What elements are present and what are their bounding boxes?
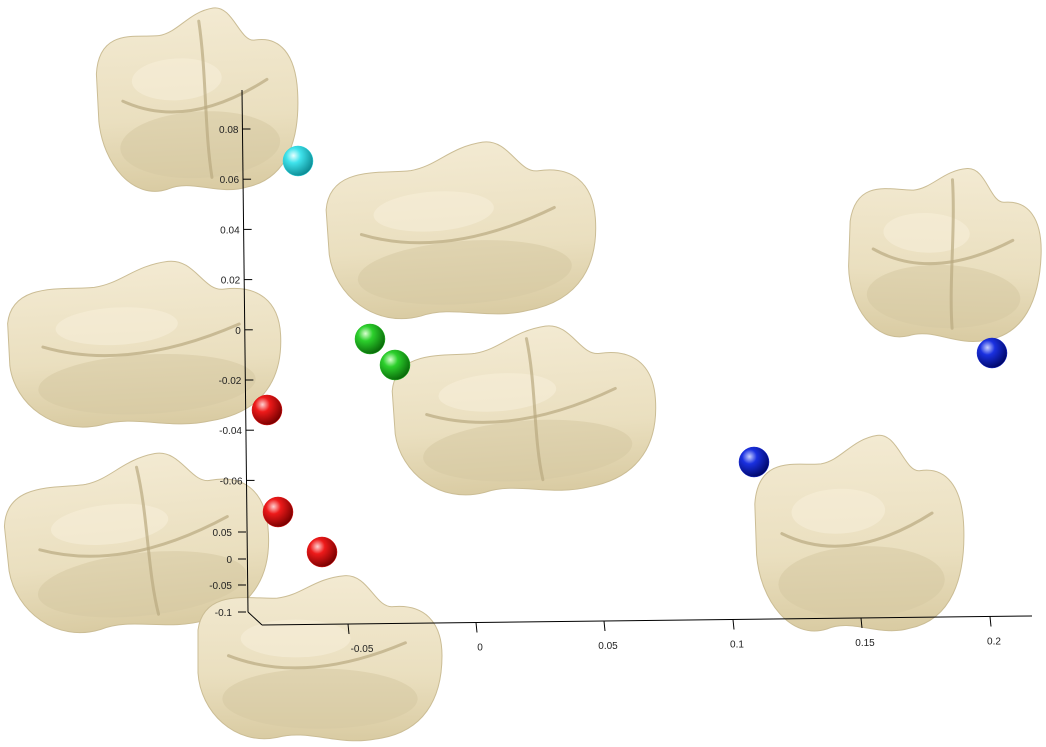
tooth-model	[754, 434, 965, 632]
x-tick	[732, 619, 735, 630]
data-markers	[251, 145, 1008, 568]
tooth-shadow	[357, 240, 572, 305]
tooth-model	[95, 7, 299, 192]
x-tick-label: 0.1	[730, 639, 744, 650]
tooth-fissure	[949, 178, 955, 330]
z-tick-label: 0.06	[220, 175, 240, 186]
tooth-ridge	[425, 386, 617, 424]
tooth-model	[391, 325, 657, 496]
tooth-highlight	[50, 503, 169, 545]
tooth-model	[3, 452, 270, 634]
tick-marks	[238, 128, 992, 635]
tooth-shadow	[37, 551, 247, 618]
tooth-ridge	[38, 515, 229, 558]
tooth-highlight	[131, 58, 222, 101]
tooth-fissure	[524, 337, 545, 482]
z-tick-label: 0.08	[219, 125, 239, 136]
tooth-highlight	[791, 488, 886, 534]
tooth-ridge	[41, 322, 241, 358]
tooth-model	[197, 575, 443, 742]
x-tick-label: -0.05	[351, 644, 374, 655]
tooth-fissure	[197, 19, 214, 179]
green-sphere-marker	[354, 323, 386, 355]
tooth-ridge	[871, 238, 1015, 266]
axes	[241, 89, 1033, 626]
x-tick	[347, 623, 350, 635]
blue-sphere-marker	[738, 446, 770, 478]
tooth-model	[848, 168, 1042, 342]
tooth-highlight	[883, 212, 970, 253]
tooth-model	[325, 141, 597, 320]
red-sphere-marker	[306, 536, 338, 568]
y-tick-label: 0	[226, 555, 232, 566]
tooth-model	[7, 260, 282, 428]
tooth-ridge	[227, 641, 407, 670]
z-tick-label: -0.04	[219, 426, 242, 437]
x-axis-line	[261, 615, 1033, 626]
tooth-shadow	[423, 419, 633, 482]
y-axis-line	[247, 611, 263, 626]
z-tick-label: 0.04	[220, 225, 240, 236]
z-tick-label: 0.02	[221, 276, 241, 287]
blue-sphere-marker	[976, 337, 1008, 369]
z-tick-label: 0	[235, 326, 241, 337]
z-tick-label: -0.06	[220, 476, 243, 487]
tooth-ridge	[359, 206, 556, 245]
tooth-highlight	[438, 373, 557, 412]
tooth-highlight	[55, 307, 178, 346]
x-tick-label: 0.15	[855, 638, 875, 649]
x-tick-label: 0.05	[598, 641, 618, 652]
x-tick	[475, 622, 478, 633]
tooth-shadow	[38, 353, 256, 415]
tooth-shadow	[120, 111, 281, 179]
tooth-fissure	[135, 465, 161, 616]
z-tick-label: -0.02	[219, 376, 242, 387]
red-sphere-marker	[262, 496, 294, 528]
tooth-models	[3, 7, 1042, 742]
y-tick-label: -0.05	[209, 581, 232, 592]
tooth-shadow	[778, 546, 945, 618]
tooth-shadow	[866, 264, 1021, 329]
tooth-highlight	[373, 191, 494, 232]
tick-labels: -0.05 0 0.05 0.1 0.15 0.2 0.05 0 -0.05 -0.1 0.08 0.…	[209, 125, 1001, 655]
tooth-ridge	[780, 511, 934, 548]
x-tick	[860, 617, 863, 629]
x-tick	[603, 620, 606, 632]
x-tick-label: 0	[477, 642, 483, 653]
y-tick-label: 0.05	[213, 528, 233, 539]
red-sphere-marker	[251, 394, 283, 426]
x-tick	[989, 616, 992, 627]
y-tick-label: -0.1	[215, 608, 233, 619]
tooth-shadow	[222, 668, 418, 729]
green-sphere-marker	[379, 349, 411, 381]
tooth-ridge	[121, 77, 269, 114]
z-axis-line	[241, 89, 249, 613]
cyan-sphere-marker	[282, 145, 314, 177]
x-tick-label: 0.2	[987, 636, 1001, 647]
tooth-highlight	[240, 619, 351, 658]
